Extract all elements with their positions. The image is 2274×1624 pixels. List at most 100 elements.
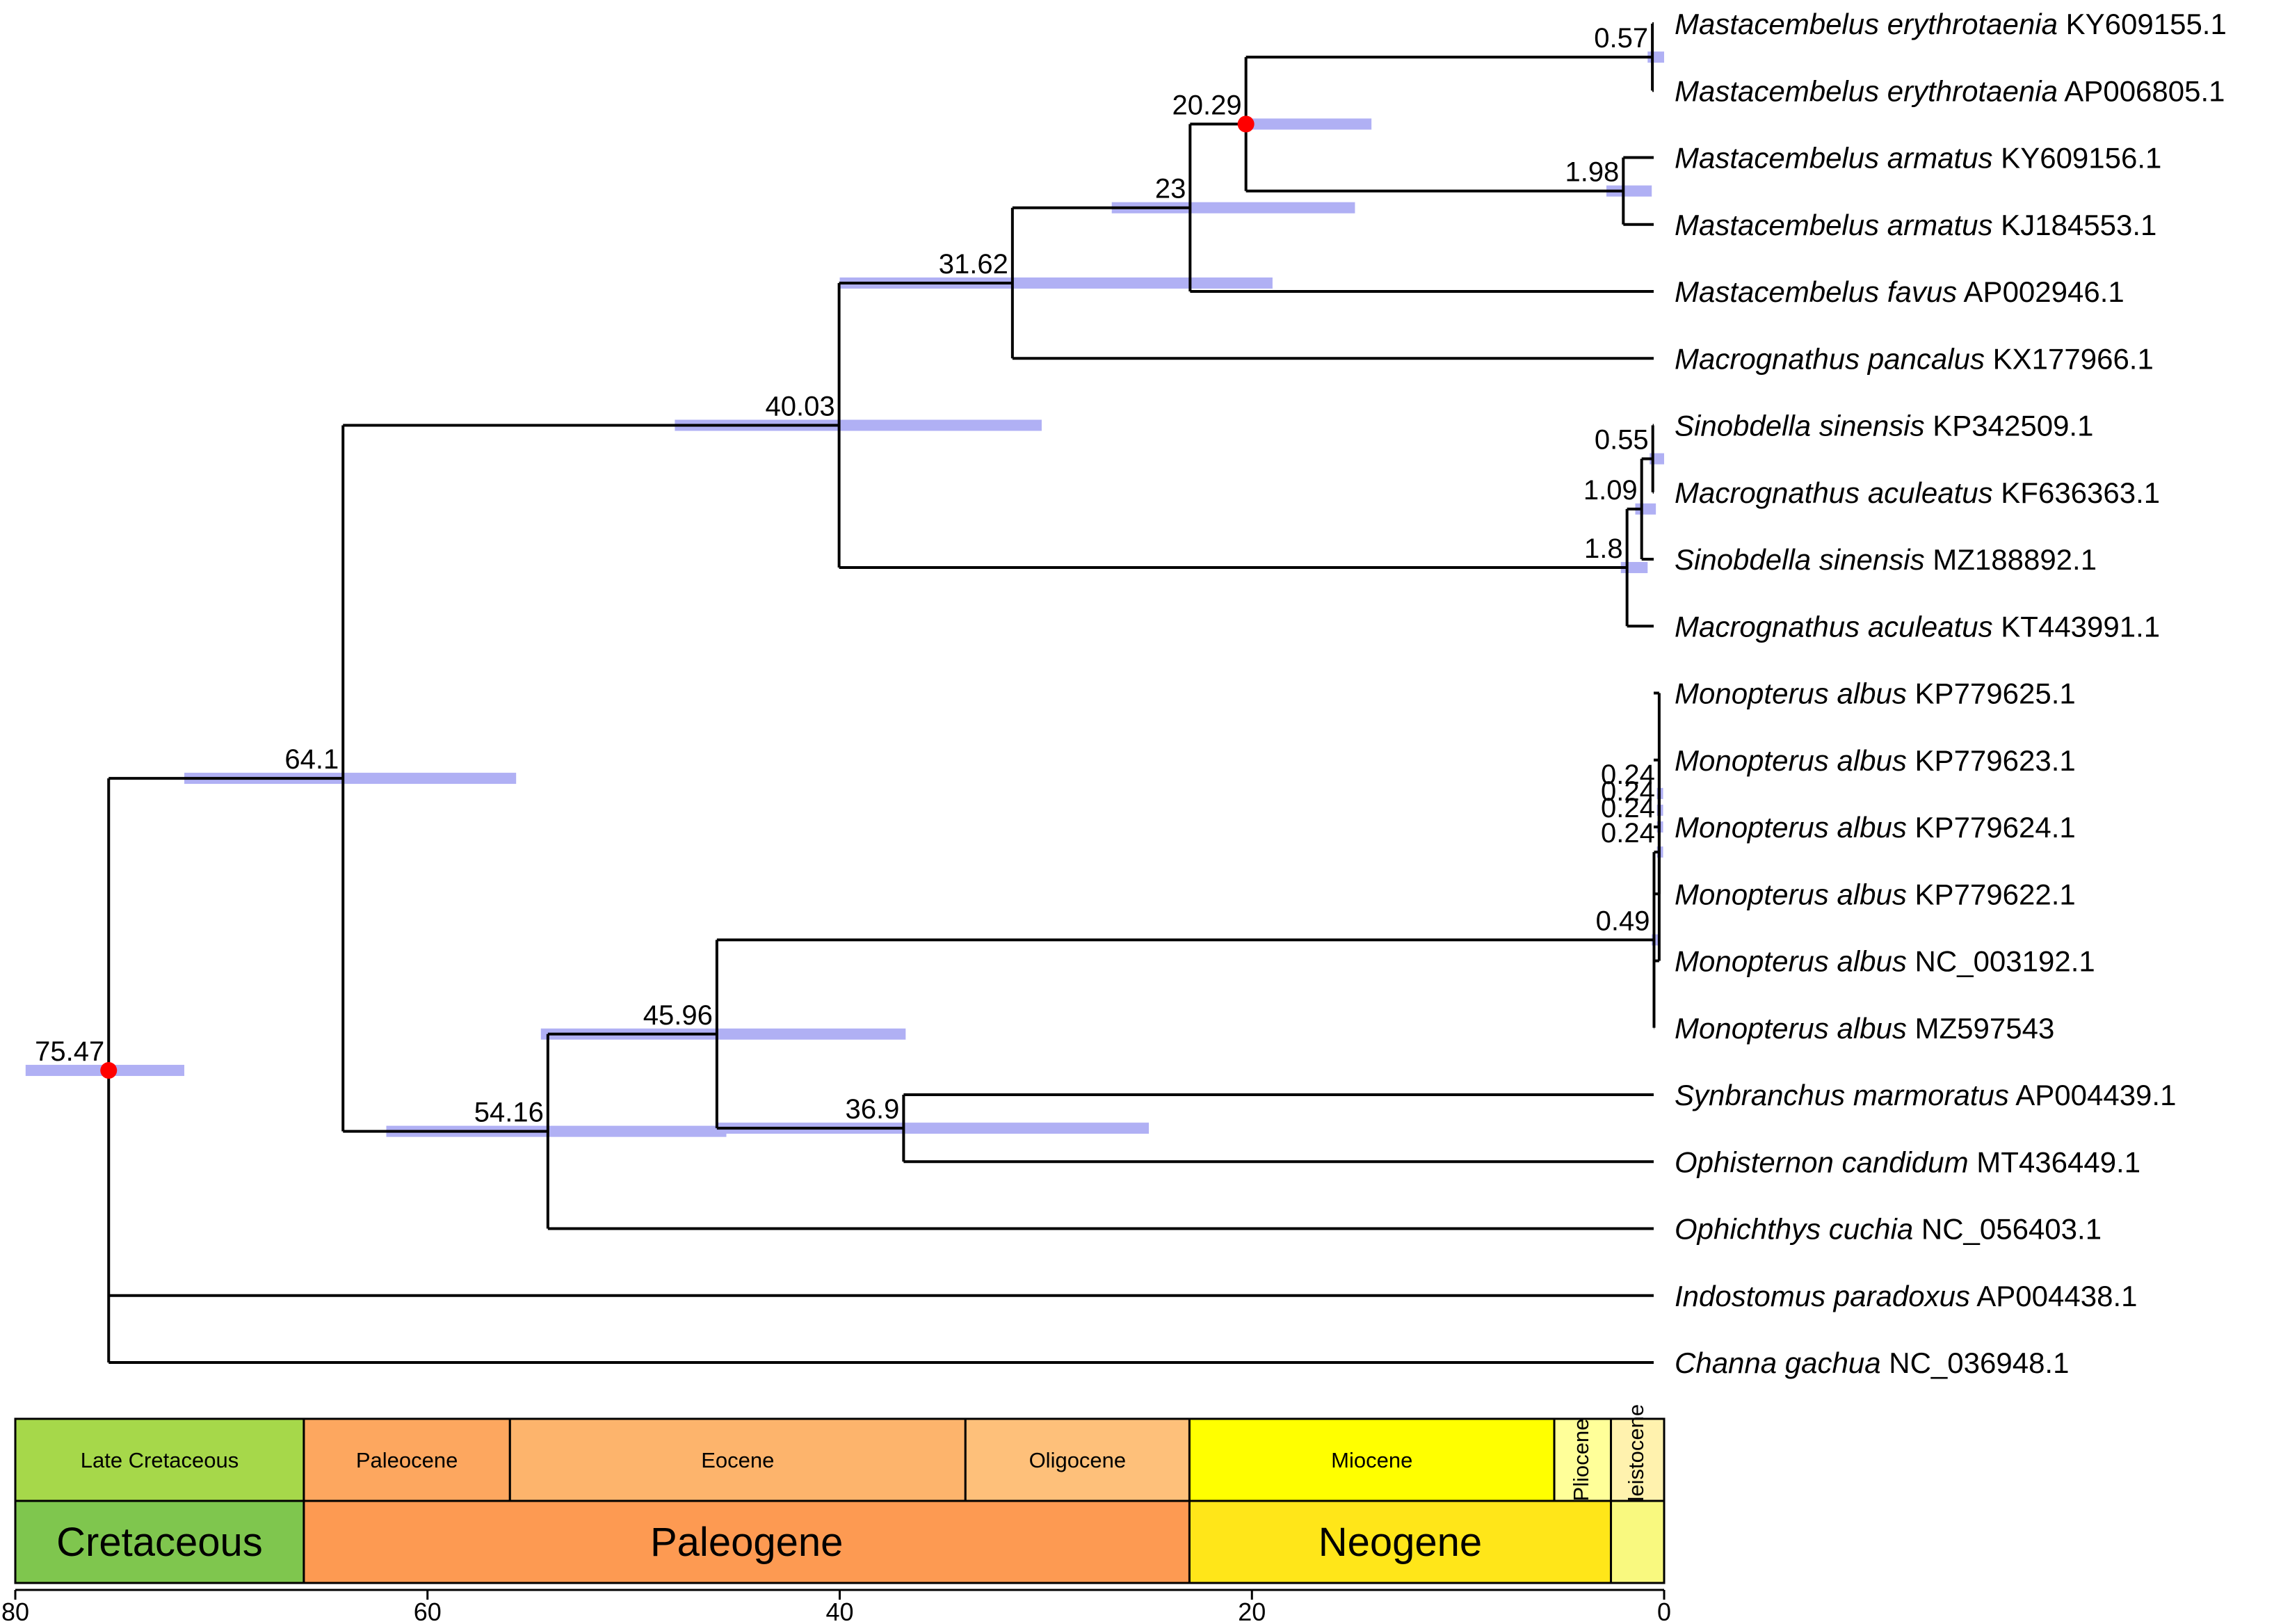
tip-label-t15: Monopterus albus NC_003192.1 bbox=[1675, 945, 2095, 978]
accession-number: NC_036948.1 bbox=[1881, 1346, 2070, 1379]
accession-number: MZ188892.1 bbox=[1925, 543, 2097, 576]
tip-label-t9: Sinobdella sinensis MZ188892.1 bbox=[1675, 543, 2097, 576]
tip-label-t19: Ophichthys cuchia NC_056403.1 bbox=[1675, 1213, 2102, 1246]
node-age-label: 45.96 bbox=[643, 1000, 713, 1031]
period-label: Paleogene bbox=[650, 1520, 843, 1565]
species-name: Monopterus albus bbox=[1675, 945, 1907, 978]
calibration-point-root bbox=[100, 1062, 118, 1079]
tip-label-t3: Mastacembelus armatus KY609156.1 bbox=[1675, 142, 2161, 175]
epoch-miocene bbox=[1188, 1417, 1556, 1502]
tip-label-t17: Synbranchus marmoratus AP004439.1 bbox=[1675, 1079, 2176, 1111]
species-name: Synbranchus marmoratus bbox=[1675, 1079, 2009, 1111]
tip-label-t5: Mastacembelus favus AP002946.1 bbox=[1675, 275, 2124, 308]
accession-number: MZ597543 bbox=[1907, 1012, 2054, 1045]
species-name: Monopterus albus bbox=[1675, 1012, 1907, 1045]
accession-number: KY609155.1 bbox=[2058, 8, 2227, 40]
tip-label-t6: Macrognathus pancalus KX177966.1 bbox=[1675, 342, 2154, 375]
accession-number: AP006805.1 bbox=[2058, 74, 2225, 107]
epoch-label: Pleistocene bbox=[1624, 1404, 1648, 1516]
hpd-bar-n20 bbox=[1239, 118, 1372, 130]
tip-label-t14: Monopterus albus KP779622.1 bbox=[1675, 878, 2076, 910]
tip-label-t8: Macrognathus aculeatus KF636363.1 bbox=[1675, 476, 2160, 509]
node-age-label: 1.09 bbox=[1583, 475, 1638, 506]
tip-label-t7: Sinobdella sinensis KP342509.1 bbox=[1675, 410, 2093, 442]
tip-label-t20: Indostomus paradoxus AP004438.1 bbox=[1675, 1280, 2137, 1312]
time-axis: 80 60 40 20 0 bbox=[1, 1589, 1671, 1624]
accession-number: KY609156.1 bbox=[1993, 142, 2162, 175]
accession-number: AP004438.1 bbox=[1970, 1280, 2138, 1312]
accession-number: NC_056403.1 bbox=[1913, 1213, 2102, 1246]
node-age-label: 64.1 bbox=[284, 744, 339, 775]
species-name: Sinobdella sinensis bbox=[1675, 543, 1925, 576]
node-age-label: 0.49 bbox=[1596, 906, 1650, 936]
period-neogene bbox=[1188, 1500, 1613, 1584]
tip-label-t4: Mastacembelus armatus KJ184553.1 bbox=[1675, 209, 2156, 241]
calibration-points bbox=[100, 115, 1255, 1079]
accession-number: KP779625.1 bbox=[1907, 677, 2076, 710]
species-name: Macrognathus aculeatus bbox=[1675, 476, 1993, 509]
node-age-label: 23 bbox=[1155, 174, 1186, 204]
node-age-label: 54.16 bbox=[474, 1098, 544, 1128]
species-name: Indostomus paradoxus bbox=[1675, 1280, 1970, 1312]
species-name: Channa gachua bbox=[1675, 1346, 1881, 1379]
tip-labels: Mastacembelus erythrotaenia KY609155.1Ma… bbox=[1675, 8, 2227, 1379]
node-age-label: 20.29 bbox=[1172, 90, 1242, 120]
geologic-timescale: Late Cretaceous Paleocene Eocene Oligocene M… bbox=[14, 1404, 1666, 1584]
accession-number: AP002946.1 bbox=[1957, 275, 2124, 308]
hpd-bar-n23 bbox=[1111, 202, 1355, 214]
tip-label-t16: Monopterus albus MZ597543 bbox=[1675, 1012, 2054, 1045]
node-age-label: 0.24 bbox=[1601, 776, 1655, 807]
calibration-point-n20 bbox=[1237, 115, 1255, 133]
hpd-bars bbox=[25, 51, 1664, 1137]
axis-tick-label: 20 bbox=[1238, 1598, 1266, 1624]
accession-number: AP004439.1 bbox=[2009, 1079, 2177, 1111]
epoch-label: Paleocene bbox=[356, 1448, 458, 1472]
epoch-label: Late Cretaceous bbox=[81, 1448, 239, 1472]
epoch-pliocene bbox=[1553, 1417, 1613, 1502]
accession-number: KP779622.1 bbox=[1907, 878, 2076, 910]
tip-label-t21: Channa gachua NC_036948.1 bbox=[1675, 1346, 2069, 1379]
epoch-label: Eocene bbox=[701, 1448, 774, 1472]
node-age-labels: 75.47 64.1 40.03 31.62 23 20.29 0.57 1.98 1.8 1.0… bbox=[35, 23, 1655, 1128]
period-cretaceous bbox=[14, 1500, 305, 1584]
species-name: Ophisternon candidum bbox=[1675, 1145, 1969, 1178]
accession-number: NC_003192.1 bbox=[1907, 945, 2095, 978]
species-name: Macrognathus pancalus bbox=[1675, 342, 1985, 375]
accession-number: KX177966.1 bbox=[1985, 342, 2154, 375]
hpd-bar-n45 bbox=[540, 1028, 906, 1040]
species-name: Ophichthys cuchia bbox=[1675, 1213, 1913, 1246]
species-name: Monopterus albus bbox=[1675, 878, 1907, 910]
node-age-label: 0.24 bbox=[1601, 793, 1655, 823]
node-age-label: 31.62 bbox=[939, 249, 1008, 280]
species-name: Macrognathus aculeatus bbox=[1675, 610, 1993, 643]
species-name: Monopterus albus bbox=[1675, 811, 1907, 844]
hpd-bar-n54 bbox=[386, 1125, 727, 1137]
epoch-eocene bbox=[508, 1417, 967, 1502]
tip-label-t10: Macrognathus aculeatus KT443991.1 bbox=[1675, 610, 2160, 643]
hpd-bar-n369 bbox=[716, 1123, 1150, 1134]
species-name: Mastacembelus armatus bbox=[1675, 209, 1993, 241]
epoch-oligocene bbox=[964, 1417, 1191, 1502]
species-name: Mastacembelus erythrotaenia bbox=[1675, 74, 2058, 107]
species-name: Mastacembelus armatus bbox=[1675, 142, 1993, 175]
species-name: Mastacembelus erythrotaenia bbox=[1675, 8, 2058, 40]
node-age-label: 1.8 bbox=[1584, 533, 1623, 564]
node-age-label: 0.24 bbox=[1601, 818, 1655, 849]
tip-label-t2: Mastacembelus erythrotaenia AP006805.1 bbox=[1675, 74, 2225, 107]
accession-number: KJ184553.1 bbox=[1993, 209, 2157, 241]
accession-number: KP779624.1 bbox=[1907, 811, 2076, 844]
tip-label-t18: Ophisternon candidum MT436449.1 bbox=[1675, 1145, 2140, 1178]
axis-tick-label: 40 bbox=[825, 1598, 853, 1624]
hpd-bar-n64 bbox=[184, 773, 517, 785]
species-name: Monopterus albus bbox=[1675, 677, 1907, 710]
accession-number: KP342509.1 bbox=[1925, 410, 2094, 442]
species-name: Mastacembelus favus bbox=[1675, 275, 1957, 308]
tip-label-t13: Monopterus albus KP779624.1 bbox=[1675, 811, 2076, 844]
epoch-pleistocene bbox=[1610, 1417, 1666, 1502]
tip-label-t11: Monopterus albus KP779625.1 bbox=[1675, 677, 2076, 710]
branches bbox=[107, 22, 1661, 1364]
node-age-label: 36.9 bbox=[846, 1094, 900, 1125]
node-age-label: 40.03 bbox=[766, 392, 835, 422]
period-quaternary-band bbox=[1610, 1500, 1666, 1584]
accession-number: MT436449.1 bbox=[1969, 1145, 2141, 1178]
